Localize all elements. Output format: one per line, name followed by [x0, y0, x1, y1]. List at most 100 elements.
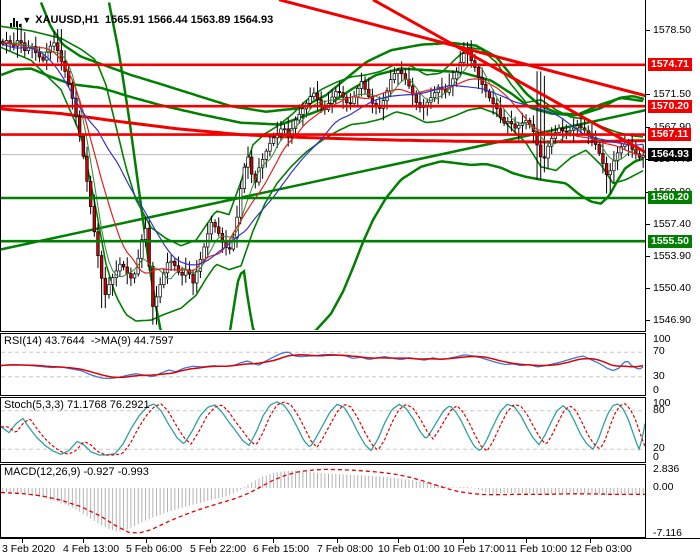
candle-body [557, 127, 561, 134]
time-tick-mark [526, 539, 527, 543]
macd-chart-canvas[interactable] [1, 465, 645, 537]
candle-body [99, 255, 104, 279]
time-tick-mark [22, 539, 23, 543]
time-tick-label: 3 Feb 2020 [2, 543, 56, 555]
stochastic-indicator-pane[interactable]: Stoch(5,3,3) 71.1768 76.2921 [0, 397, 646, 463]
candle-body [271, 137, 276, 144]
candle-body [400, 70, 404, 75]
candle-body [173, 260, 177, 267]
time-tick-label: 6 Feb 15:00 [253, 543, 310, 555]
candle-body [154, 296, 159, 307]
candle-body [96, 231, 100, 256]
candle-body [454, 71, 459, 80]
bollinger-wide-lower [107, 2, 644, 330]
indicator-scale-label: 80 [653, 403, 665, 416]
candle-body [92, 206, 96, 233]
candle-body [458, 62, 462, 73]
candle-body [176, 265, 181, 273]
red-descending-trendline-2 [372, 0, 645, 154]
candle-body [103, 277, 107, 295]
candle-body [143, 227, 148, 240]
candle-body [107, 284, 111, 295]
candle-body [165, 262, 170, 274]
candle-body [597, 144, 601, 154]
indicator-scale-label: 30 [653, 369, 665, 382]
candle-body [403, 73, 407, 80]
time-tick-mark [83, 539, 84, 543]
price-axis[interactable]: 1578.501571.501567.901564.401560.901557.… [646, 0, 700, 539]
price-level-badge-1564.93: 1564.93 [648, 148, 692, 162]
candle-body [125, 266, 129, 274]
time-tick-label: 11 Feb 10:00 [506, 543, 568, 555]
candle-body [110, 277, 115, 285]
candle-body [132, 273, 137, 279]
price-tick-label: 1571.50 [653, 88, 691, 101]
candle-body [118, 263, 122, 272]
indicator-scale-label: 70 [653, 345, 665, 358]
candle-body [231, 237, 236, 250]
stochastic-label: Stoch(5,3,3) 71.1768 76.2921 [4, 399, 150, 411]
price-tick-mark [646, 255, 650, 257]
candle-body [228, 247, 232, 250]
candle-body [381, 100, 386, 109]
time-tick-label: 7 Feb 08:00 [317, 543, 374, 555]
candle-body [619, 146, 623, 154]
price-tick-mark [646, 94, 650, 96]
candle-body [550, 138, 554, 147]
ohlc-open: 1565.91 [104, 14, 145, 26]
macd-label: MACD(12,26,9) -0.927 -0.993 [4, 466, 149, 478]
candle-body [491, 97, 495, 104]
candle-body [282, 128, 287, 131]
candle-body [169, 260, 173, 264]
candle-body [476, 67, 481, 78]
macd-scale-label: 2.836 [653, 462, 680, 475]
candle-body [242, 166, 246, 189]
candle-body [209, 221, 214, 235]
price-level-badge-1570.20: 1570.20 [648, 99, 692, 113]
time-tick-label: 10 Feb 01:00 [378, 543, 440, 555]
candle-body [432, 92, 437, 99]
macd-signal-line [1, 468, 645, 534]
candle-body [121, 263, 126, 268]
price-tick-label: 1546.90 [653, 314, 691, 327]
chevron-down-icon[interactable]: ▼ [22, 15, 32, 25]
candle-body [509, 121, 514, 125]
candle-body [352, 96, 356, 104]
price-tick-mark [646, 30, 650, 31]
candle-body [315, 92, 320, 101]
candle-body [367, 88, 371, 97]
rsi-chart-canvas[interactable] [1, 334, 645, 395]
candle-body [575, 125, 579, 129]
stochastic-chart-canvas[interactable] [1, 398, 645, 462]
ohlc-low: 1563.89 [190, 14, 231, 26]
macd-indicator-pane[interactable]: MACD(12,26,9) -0.927 -0.993 [0, 464, 646, 538]
candle-body [297, 114, 301, 121]
price-level-badge-1574.71: 1574.71 [648, 58, 692, 72]
candle-body [601, 152, 605, 164]
volume-bars-icon [10, 18, 21, 27]
time-tick-mark [590, 539, 591, 543]
candle-body [151, 265, 155, 307]
candle-body [88, 181, 93, 207]
candle-body [81, 135, 85, 157]
main-chart-pane[interactable]: ▼ XAUUSD,H1 1565.91 1566.44 1563.89 1564.… [0, 0, 646, 332]
rsi-indicator-pane[interactable]: RSI(14) 43.7644 ->MA(9) 44.7597 [0, 333, 646, 396]
candle-body [213, 221, 217, 228]
indicator-scale-label: 20 [653, 442, 665, 455]
indicator-scale-label: 0 [653, 451, 659, 463]
time-tick-mark [398, 539, 399, 543]
candle-body [140, 239, 144, 259]
price-tick-label: 1553.90 [653, 249, 691, 262]
indicator-scale-label: 100 [653, 397, 671, 409]
candle-body [539, 144, 543, 158]
candle-body [191, 273, 195, 284]
candlestick-chart-canvas[interactable] [1, 0, 645, 330]
candle-body [484, 84, 488, 92]
time-axis[interactable]: 3 Feb 2020 4 Feb 13:00 5 Feb 06:00 5 Feb 22… [0, 538, 700, 560]
candle-body [535, 131, 539, 146]
time-tick-label: 12 Feb 03:00 [570, 543, 632, 555]
candle-body [487, 90, 492, 99]
candle-body [239, 188, 243, 218]
candle-body [268, 142, 272, 152]
